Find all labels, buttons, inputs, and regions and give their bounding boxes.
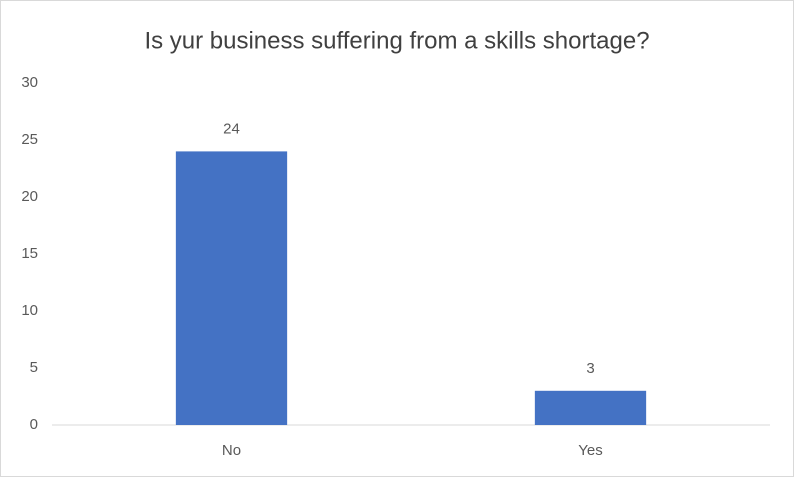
- y-tick-label: 20: [21, 188, 38, 205]
- y-tick-label: 5: [30, 359, 38, 376]
- bar: [534, 390, 647, 425]
- y-tick-label: 15: [21, 245, 38, 262]
- y-tick-label: 10: [21, 302, 38, 319]
- y-tick-label: 0: [30, 416, 38, 433]
- data-label: 3: [586, 360, 594, 377]
- chart-title: Is yur business suffering from a skills …: [144, 27, 649, 54]
- y-tick-label: 30: [21, 74, 38, 91]
- bar: [175, 151, 288, 425]
- y-tick-label: 25: [21, 131, 38, 148]
- data-label: 24: [223, 120, 240, 137]
- x-tick-label: No: [222, 442, 241, 459]
- x-tick-label: Yes: [578, 442, 602, 459]
